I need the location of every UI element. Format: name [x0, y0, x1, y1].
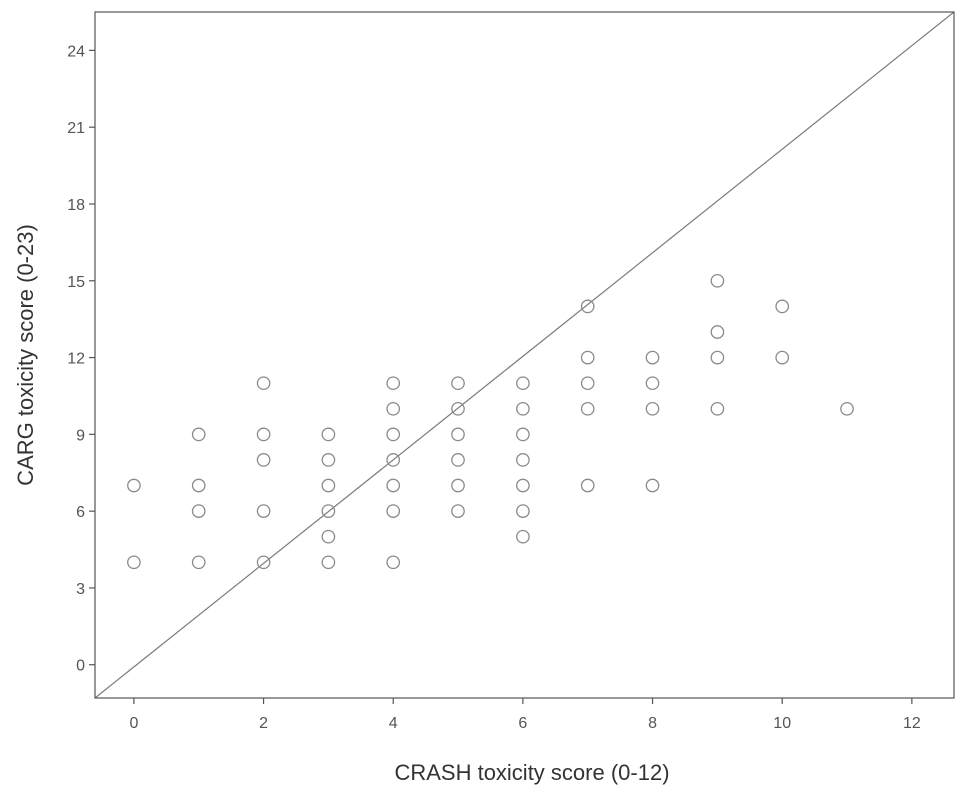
data-point: [775, 299, 790, 314]
y-axis-title: CARG toxicity score (0-23): [13, 224, 38, 486]
data-point: [645, 376, 660, 391]
data-point: [645, 350, 660, 365]
data-point: [580, 299, 595, 314]
plot-frame: [94, 11, 955, 699]
x-tick-label: 6: [518, 715, 527, 732]
data-point: [127, 478, 141, 493]
y-tick-label: 12: [67, 351, 85, 368]
data-point: [256, 427, 271, 442]
data-point: [191, 427, 206, 442]
data-point: [127, 555, 141, 570]
data-point: [321, 529, 336, 544]
data-point: [516, 453, 530, 467]
data-point: [580, 478, 595, 493]
data-point: [645, 478, 660, 493]
x-tick-label: 4: [389, 715, 398, 732]
data-point: [386, 504, 401, 518]
data-point: [256, 504, 271, 518]
y-tick-label: 9: [76, 427, 85, 444]
data-point: [321, 427, 336, 442]
data-point: [645, 401, 660, 416]
data-point: [191, 504, 206, 518]
data-point: [321, 555, 336, 570]
data-point: [516, 427, 530, 442]
y-tick-label: 15: [67, 274, 85, 291]
data-point: [580, 376, 595, 391]
data-point: [516, 504, 530, 518]
data-point: [386, 376, 401, 391]
data-point: [451, 478, 465, 493]
data-point: [710, 401, 725, 416]
data-point: [516, 376, 530, 391]
x-tick-label: 0: [129, 715, 138, 732]
data-point: [516, 478, 530, 493]
plot-area: [95, 12, 954, 698]
x-tick-label: 10: [773, 715, 791, 732]
data-point: [191, 555, 206, 570]
data-point: [580, 350, 595, 365]
scatter-points: [127, 273, 854, 570]
x-tick-label: 12: [903, 715, 921, 732]
data-point: [840, 401, 854, 416]
data-point: [256, 555, 271, 570]
y-tick-label: 3: [76, 581, 85, 598]
y-axis: 0 3 6 9 12 15 18 21 24: [67, 43, 95, 675]
y-tick-label: 24: [67, 43, 85, 60]
y-tick-label: 18: [67, 197, 85, 214]
data-point: [321, 504, 336, 518]
y-tick-label: 6: [76, 504, 85, 521]
x-tick-label: 2: [259, 715, 268, 732]
data-point: [386, 453, 401, 467]
data-point: [451, 401, 465, 416]
x-axis-title: CRASH toxicity score (0-12): [394, 760, 669, 785]
x-axis: 0 2 4 6 8 10 12: [129, 698, 921, 732]
reference-line: [95, 12, 954, 698]
data-point: [451, 376, 465, 391]
data-point: [386, 427, 401, 442]
data-point: [386, 555, 401, 570]
data-point: [451, 504, 465, 518]
data-point: [516, 401, 530, 416]
data-point: [580, 401, 595, 416]
x-tick-label: 8: [648, 715, 657, 732]
data-point: [256, 376, 271, 391]
data-point: [321, 453, 336, 467]
data-point: [710, 273, 725, 288]
data-point: [451, 427, 465, 442]
data-point: [451, 453, 465, 467]
data-point: [710, 325, 725, 339]
data-point: [256, 453, 271, 467]
data-point: [386, 401, 401, 416]
data-point: [386, 478, 401, 493]
data-point: [775, 350, 790, 365]
data-point: [516, 529, 530, 544]
y-tick-label: 0: [76, 658, 85, 675]
y-tick-label: 21: [67, 120, 85, 137]
data-point: [321, 478, 336, 493]
data-point: [191, 478, 206, 493]
data-point: [710, 350, 725, 365]
